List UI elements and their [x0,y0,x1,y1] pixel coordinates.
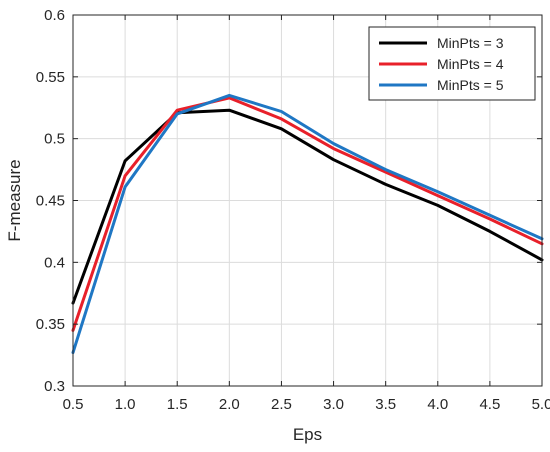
x-tick-label: 3.5 [375,396,396,413]
x-tick-label: 1.5 [167,396,188,413]
y-tick-label: 0.3 [44,378,65,395]
legend-label: MinPts = 4 [437,56,504,72]
series-line-4 [71,96,544,332]
x-tick-label: 0.5 [63,396,84,413]
x-tick-label: 4.5 [479,396,500,413]
x-tick-label: 1.0 [115,396,136,413]
x-tick-label: 4.0 [427,396,448,413]
axis-ticks [72,14,543,387]
y-tick-label: 0.55 [36,69,65,86]
y-tick-labels: 0.3 0.35 0.4 0.45 0.5 0.55 0.6 [36,7,65,395]
y-tick-label: 0.5 [44,131,65,148]
x-axis-label: Eps [293,425,322,444]
y-tick-label: 0.45 [36,193,65,210]
series-line-3 [71,108,544,305]
x-tick-label: 3.0 [323,396,344,413]
series-lines [71,93,544,355]
y-tick-label: 0.35 [36,316,65,333]
x-tick-label: 5.0 [532,396,550,413]
y-tick-label: 0.6 [44,7,65,24]
legend: MinPts = 3 MinPts = 4 MinPts = 5 [368,26,536,101]
y-axis-label: F-measure [5,159,24,241]
series-line-5 [71,93,544,355]
legend-label: MinPts = 5 [437,77,504,93]
y-tick-label: 0.4 [44,254,65,271]
x-tick-label: 2.0 [219,396,240,413]
x-tick-labels: 0.5 1.0 1.5 2.0 2.5 3.0 3.5 4.0 4.5 5.0 [63,396,550,413]
x-tick-label: 2.5 [271,396,292,413]
legend-label: MinPts = 3 [437,35,504,51]
